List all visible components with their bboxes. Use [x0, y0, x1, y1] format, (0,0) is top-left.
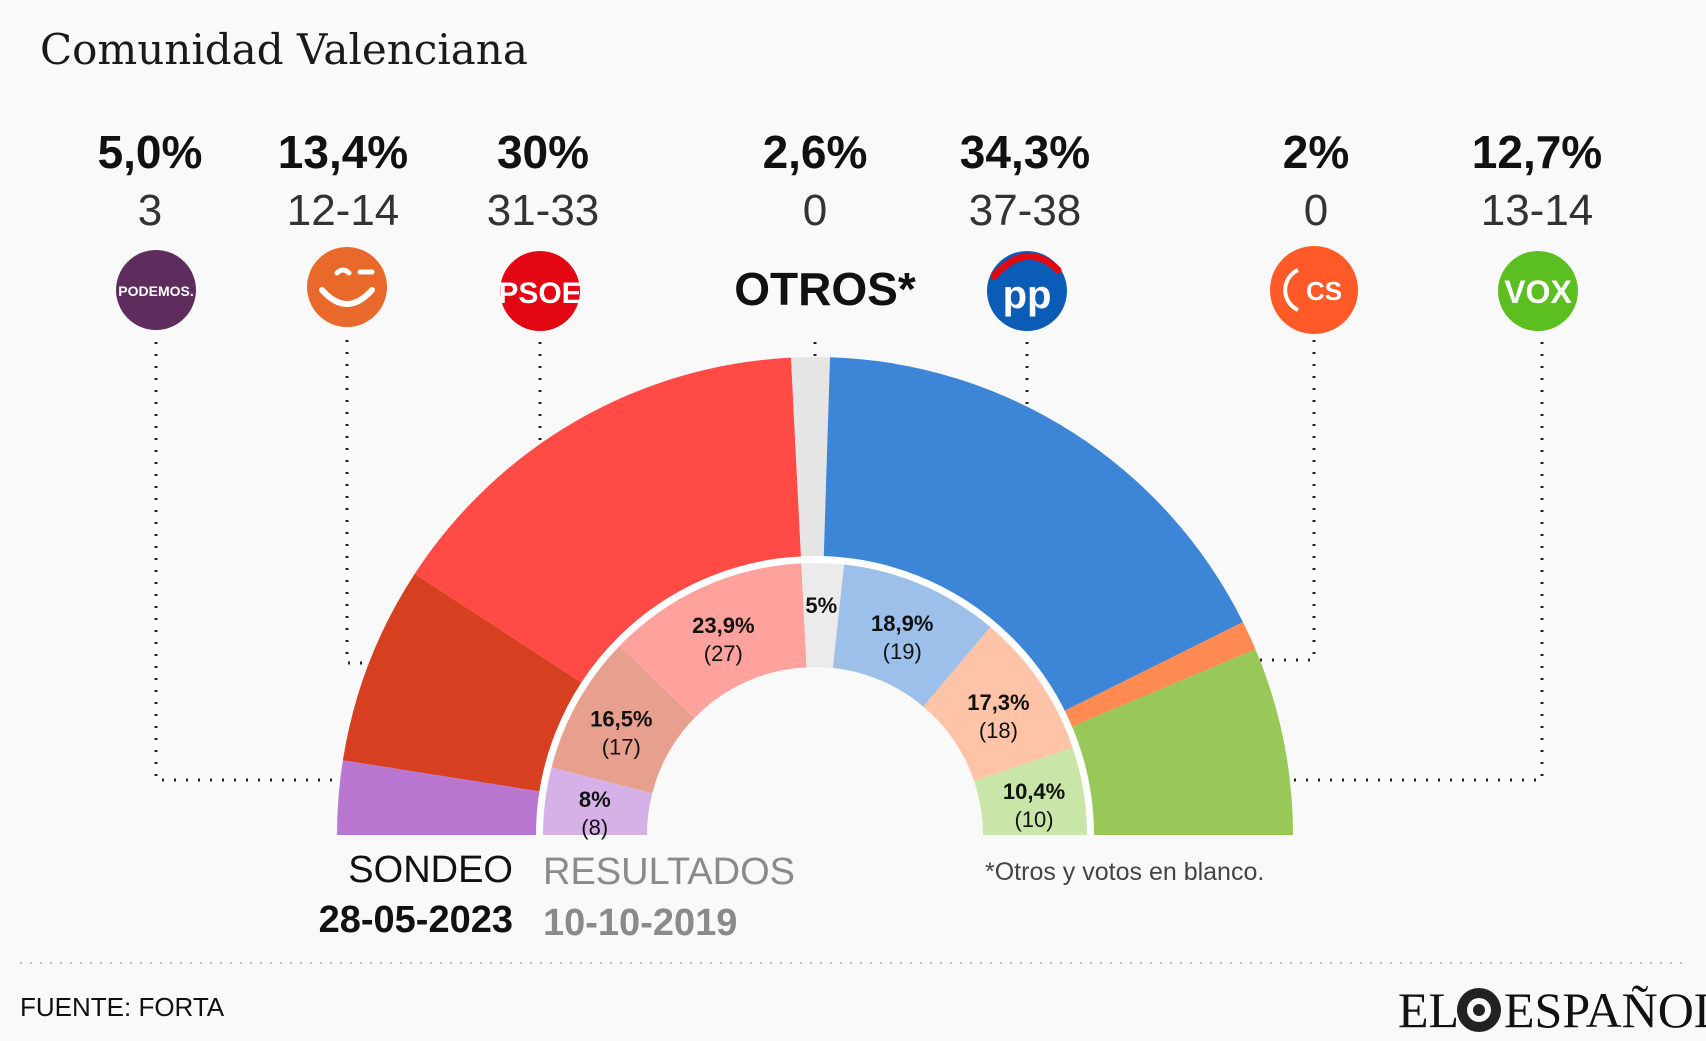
resultados-arcs	[543, 563, 1087, 835]
podemos-logo-icon: PODEMOS.	[116, 250, 196, 330]
podemos-sondeo-pct: 5,0%	[98, 126, 203, 178]
podemos-resultados-label: 8% (8)	[579, 787, 611, 840]
otros-resultados-label: 5%	[805, 593, 837, 618]
lion-icon	[1457, 988, 1501, 1032]
podemos-resultados-pct: 8%	[579, 787, 611, 812]
vox-sondeo-pct: 12,7%	[1472, 126, 1602, 178]
psoe-logo-text: PSOE	[498, 277, 581, 310]
otros-party-name: OTROS*	[734, 263, 916, 315]
vox-resultados-label: 10,4% (10)	[1003, 779, 1065, 832]
chart-title: Comunidad Valenciana	[40, 25, 528, 74]
psoe-resultados-pct: 23,9%	[692, 613, 754, 638]
pp-resultados-pct: 18,9%	[871, 611, 933, 636]
otros-sondeo-pct: 2,6%	[763, 126, 868, 178]
psoe-logo-icon: PSOE	[498, 251, 582, 331]
resultados-labels: 8% (8)16,5% (17)23,9% (27)5%18,9% (19)17,3%(…	[579, 593, 1065, 840]
cs-resultados-label: 17,3% (18)	[967, 690, 1029, 743]
compromis-resultados-label: 16,5% (17)	[590, 707, 652, 760]
cs-sondeo-seats: 0	[1304, 186, 1328, 235]
vox-resultados-seats: (10)	[1014, 807, 1053, 832]
party-logos: PODEMOS. PSOE pp CS VOX	[116, 246, 1578, 334]
source-label: FUENTE: FORTA	[20, 992, 225, 1022]
psoe-resultados-arc	[619, 563, 807, 719]
vox-logo-icon: VOX	[1498, 251, 1578, 331]
legend-current-date: 28-05-2023	[319, 899, 513, 941]
pp-logo-text: pp	[1003, 273, 1052, 317]
cs-sondeo-pct: 2%	[1283, 126, 1349, 178]
legend-previous-label: RESULTADOS	[543, 851, 795, 893]
el-espanol-logo: EL ESPAÑOL	[1398, 982, 1706, 1038]
otros-footnote: *Otros y votos en blanco.	[985, 858, 1264, 886]
compromis-sondeo-seats: 12-14	[287, 186, 400, 235]
compromis-sondeo-pct: 13,4%	[278, 126, 408, 178]
podemos-resultados-seats: (8)	[581, 815, 608, 840]
pp-resultados-label: 18,9% (19)	[871, 611, 933, 664]
otros-sondeo-seats: 0	[803, 186, 827, 235]
podemos-logo-text: PODEMOS.	[118, 283, 193, 299]
compromis-resultados-arc	[551, 645, 695, 794]
compromis-logo-icon	[307, 247, 387, 327]
legend-current-label: SONDEO	[348, 849, 513, 891]
psoe-sondeo-arc	[414, 357, 802, 687]
vox-logo-text: VOX	[1504, 274, 1572, 310]
otros-resultados-pct: 5%	[805, 593, 837, 618]
compromis-sondeo-arc	[342, 573, 588, 793]
pp-sondeo-arc	[823, 357, 1243, 714]
cs-resultados-pct: 17,3%	[967, 690, 1029, 715]
vox-sondeo-seats: 13-14	[1481, 186, 1594, 235]
compromis-resultados-seats: (17)	[602, 735, 641, 760]
pp-logo-icon: pp	[987, 251, 1067, 331]
pp-resultados-arc	[832, 564, 991, 707]
cs-resultados-seats: (18)	[979, 718, 1018, 743]
podemos-sondeo-arc	[337, 760, 547, 835]
pp-sondeo-pct: 34,3%	[960, 126, 1090, 178]
psoe-resultados-label: 23,9% (27)	[692, 613, 754, 666]
sondeo-arcs	[337, 357, 1293, 836]
cs-sondeo-arc	[1058, 622, 1256, 730]
cs-resultados-arc	[923, 627, 1073, 782]
podemos-resultados-arc	[543, 767, 653, 835]
otros-sondeo-arc	[790, 357, 831, 564]
cs-logo-icon: CS	[1270, 246, 1358, 334]
vox-resultados-arc	[974, 747, 1087, 835]
brand-espanol: ESPAÑOL	[1504, 982, 1706, 1038]
party-headers: 5,0% 3 13,4% 12-14 30% 31-33 2,6% 0 OTROS* 34,3% 3…	[98, 126, 1603, 315]
pp-sondeo-seats: 37-38	[969, 186, 1082, 235]
vox-leader-line	[1240, 342, 1544, 782]
pp-resultados-seats: (19)	[883, 639, 922, 664]
psoe-sondeo-pct: 30%	[497, 126, 589, 178]
legend-previous-date: 10-10-2019	[543, 902, 737, 944]
psoe-resultados-seats: (27)	[704, 641, 743, 666]
cs-logo-text: CS	[1306, 276, 1342, 306]
vox-resultados-pct: 10,4%	[1003, 779, 1065, 804]
psoe-sondeo-seats: 31-33	[487, 186, 600, 235]
otros-resultados-arc	[801, 563, 844, 668]
brand-el: EL	[1398, 982, 1459, 1038]
compromis-resultados-pct: 16,5%	[590, 707, 652, 732]
podemos-leader-line	[154, 342, 385, 782]
vox-sondeo-arc	[1065, 649, 1293, 835]
podemos-sondeo-seats: 3	[138, 186, 162, 235]
